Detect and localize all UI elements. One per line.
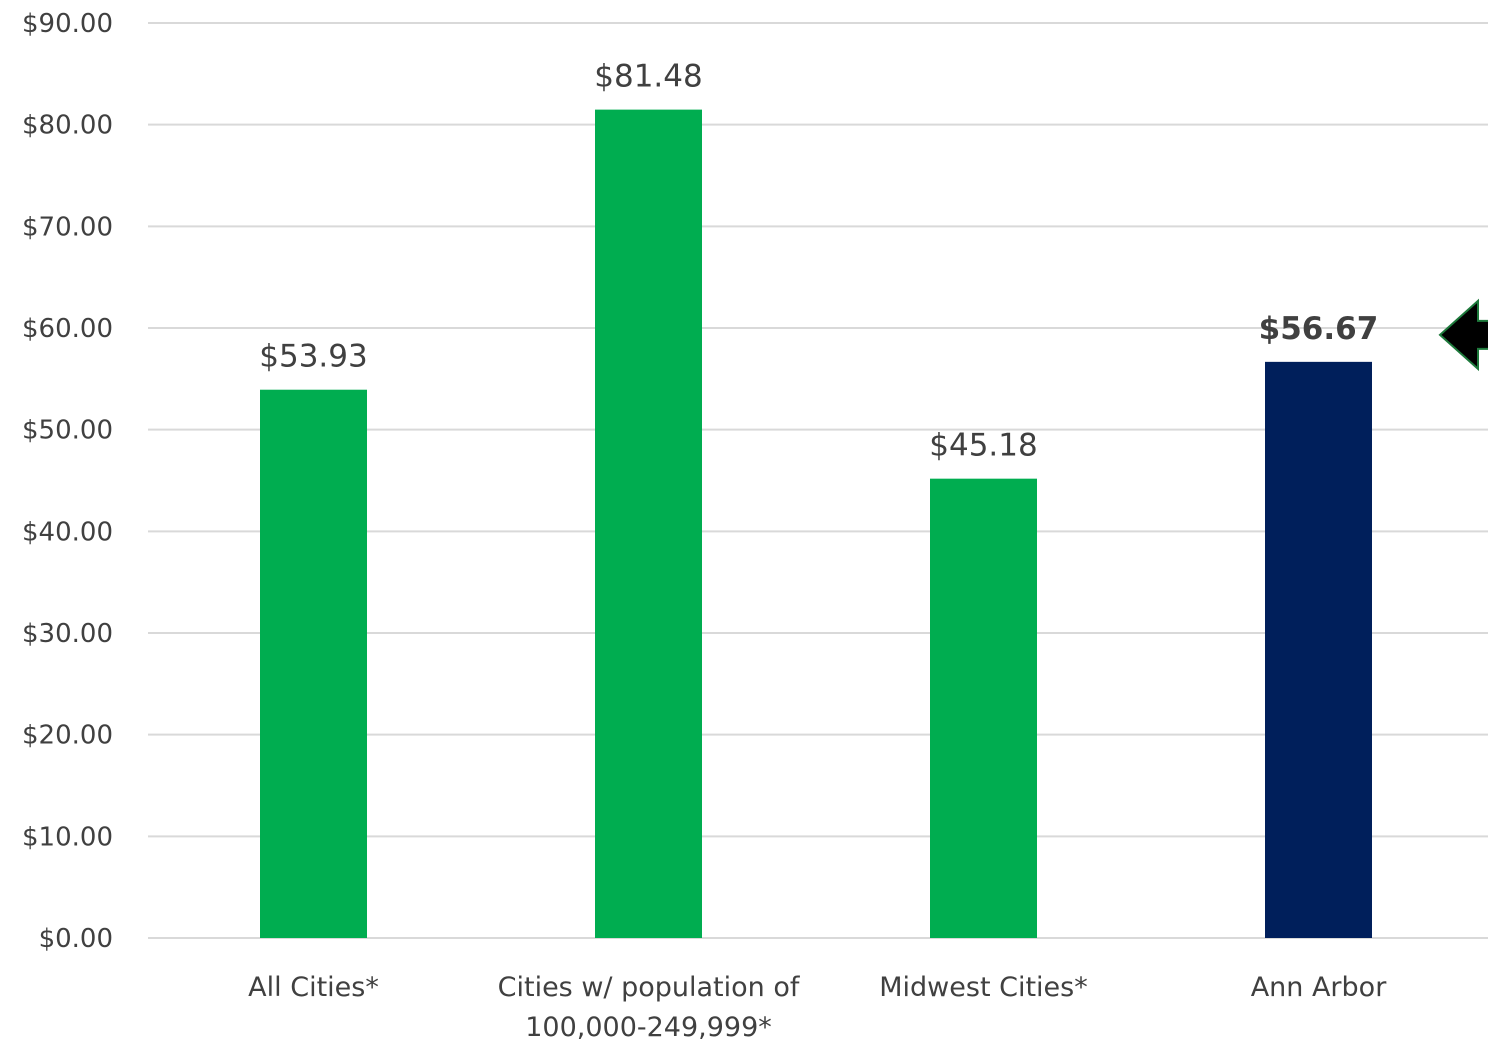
y-axis-tick-labels: $0.00 $10.00 $20.00 $30.00 $40.00 $50.00 $60.0… [22, 9, 113, 954]
y-tick-label: $40.00 [22, 517, 113, 547]
gridlines [148, 22, 1488, 939]
highlight-marker [1438, 298, 1488, 372]
bar [260, 389, 367, 938]
y-tick-label: $50.00 [22, 416, 113, 446]
bar [1265, 361, 1372, 939]
bar [595, 109, 702, 939]
y-tick-label: $90.00 [22, 9, 113, 39]
category-label: Ann Arbor [1251, 972, 1388, 1003]
category-labels: All Cities* Cities w/ population of 100,00… [248, 972, 1387, 1043]
data-labels: $53.93 $81.48 $45.18 $56.67 [259, 59, 1378, 464]
bars [260, 109, 1372, 939]
category-label: Cities w/ population of [498, 972, 801, 1003]
y-tick-label: $80.00 [22, 111, 113, 141]
data-label: $56.67 [1259, 311, 1379, 347]
category-label: All Cities* [248, 972, 379, 1003]
left-arrow-icon [1438, 298, 1488, 372]
bar [930, 478, 1037, 938]
y-tick-label: $10.00 [22, 822, 113, 852]
category-label: Midwest Cities* [879, 972, 1088, 1003]
y-tick-label: $30.00 [22, 619, 113, 649]
y-tick-label: $70.00 [22, 212, 113, 242]
data-label: $45.18 [929, 428, 1037, 464]
y-tick-label: $20.00 [22, 721, 113, 751]
data-label: $53.93 [259, 339, 367, 375]
y-tick-label: $60.00 [22, 314, 113, 344]
y-tick-label: $0.00 [39, 924, 113, 954]
data-label: $81.48 [594, 59, 702, 95]
category-label: 100,000-249,999* [525, 1012, 772, 1043]
